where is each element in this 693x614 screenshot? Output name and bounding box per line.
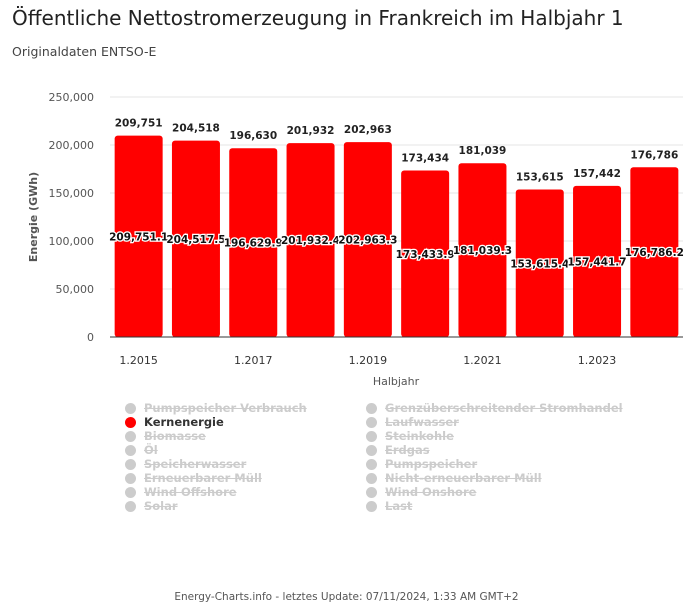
bar-inner-label: 201,932.4 — [281, 235, 340, 247]
chart-title: Öffentliche Nettostromerzeugung in Frank… — [12, 6, 624, 30]
x-tick-label: 1.2019 — [349, 354, 388, 367]
legend-label: Steinkohle — [385, 429, 454, 443]
bar — [458, 163, 507, 337]
legend-item[interactable]: Speicherwasser — [125, 457, 307, 471]
legend-label: Wind Offshore — [144, 485, 237, 499]
legend-item[interactable]: Biomasse — [125, 429, 307, 443]
bar — [630, 167, 679, 337]
legend-label: Nicht-erneuerbarer Müll — [385, 471, 542, 485]
legend-marker-icon — [366, 486, 377, 498]
legend-label: Last — [385, 499, 413, 513]
legend-item[interactable]: Laufwasser — [366, 415, 623, 429]
y-tick-label: 250,000 — [49, 91, 95, 104]
bar-top-label: 202,963 — [344, 124, 392, 136]
legend-item[interactable]: Kernenergie — [125, 415, 307, 429]
legend-item[interactable]: Wind Offshore — [125, 485, 307, 499]
legend-marker-icon — [366, 430, 377, 442]
legend-marker-icon — [125, 486, 136, 498]
legend-item[interactable]: Wind Onshore — [366, 485, 623, 499]
x-tick-label: 1.2015 — [119, 354, 158, 367]
legend-marker-icon — [366, 416, 377, 428]
x-tick-label: 1.2017 — [234, 354, 273, 367]
bar-inner-label: 181,039.3 — [453, 245, 512, 257]
legend-marker-icon — [366, 500, 377, 512]
legend-label: Speicherwasser — [144, 457, 247, 471]
bar-top-label: 201,932 — [287, 125, 335, 137]
legend-label: Wind Onshore — [385, 485, 477, 499]
y-tick-label: 0 — [87, 331, 94, 344]
bar-top-label: 209,751 — [115, 118, 163, 130]
legend-marker-icon — [125, 416, 136, 428]
bar-inner-label: 176,786.2 — [625, 247, 684, 259]
bar-inner-label: 204,517.5 — [166, 234, 225, 246]
bar-inner-label: 157,441.7 — [567, 256, 626, 268]
bar-inner-label: 196,629.9 — [224, 238, 283, 250]
legend-item[interactable]: Steinkohle — [366, 429, 623, 443]
bar — [515, 189, 564, 337]
bar-top-label: 173,434 — [401, 153, 449, 165]
legend-marker-icon — [125, 444, 136, 456]
y-tick-label: 100,000 — [49, 235, 95, 248]
bar — [573, 185, 622, 337]
legend-marker-icon — [125, 430, 136, 442]
legend-item[interactable]: Pumpspeicher — [366, 457, 623, 471]
legend-marker-icon — [366, 402, 377, 414]
legend-label: Kernenergie — [144, 415, 224, 429]
legend-item[interactable]: Nicht-erneuerbarer Müll — [366, 471, 623, 485]
x-axis-title: Halbjahr — [373, 375, 420, 388]
bar-top-label: 196,630 — [229, 130, 277, 142]
legend-item[interactable]: Solar — [125, 499, 307, 513]
y-tick-label: 150,000 — [49, 187, 95, 200]
legend-marker-icon — [125, 402, 136, 414]
legend-marker-icon — [125, 458, 136, 470]
bar-inner-label: 173,433.9 — [396, 249, 455, 261]
chart-subtitle: Originaldaten ENTSO-E — [12, 44, 157, 59]
legend-label: Erneuerbarer Müll — [144, 471, 262, 485]
bar-inner-label: 209,751.1 — [109, 231, 168, 243]
bar-top-label: 157,442 — [573, 168, 621, 180]
bar-top-label: 153,615 — [516, 172, 564, 184]
legend-marker-icon — [366, 472, 377, 484]
bar — [401, 170, 450, 337]
legend-marker-icon — [366, 458, 377, 470]
bar — [286, 143, 335, 337]
legend-label: Pumpspeicher Verbrauch — [144, 401, 307, 415]
legend-label: Pumpspeicher — [385, 457, 478, 471]
bar-top-label: 181,039 — [459, 145, 507, 157]
legend-item[interactable]: Last — [366, 499, 623, 513]
bar-inner-label: 153,615.4 — [510, 258, 569, 270]
x-tick-label: 1.2021 — [463, 354, 502, 367]
legend-item[interactable]: Grenzüberschreitender Stromhandel — [366, 401, 623, 415]
legend-item[interactable]: Erneuerbarer Müll — [125, 471, 307, 485]
bar-top-label: 204,518 — [172, 123, 220, 135]
bar — [343, 142, 392, 337]
legend-marker-icon — [366, 444, 377, 456]
bar — [171, 140, 220, 337]
x-tick-label: 1.2023 — [578, 354, 617, 367]
bar-chart: 0 50,000 100,000 150,000 200,000 250,000 209,7… — [27, 91, 685, 388]
bar-top-label: 176,786 — [630, 149, 678, 161]
legend-marker-icon — [125, 500, 136, 512]
legend-item[interactable]: Erdgas — [366, 443, 623, 457]
legend-item[interactable]: Pumpspeicher Verbrauch — [125, 401, 307, 415]
y-axis-title: Energie (GWh) — [27, 172, 40, 262]
legend-label: Laufwasser — [385, 415, 459, 429]
y-tick-label: 200,000 — [49, 139, 95, 152]
bar-inner-label: 202,963.3 — [338, 235, 397, 247]
bar — [229, 148, 278, 337]
legend-label: Grenzüberschreitender Stromhandel — [385, 401, 623, 415]
bar — [114, 135, 163, 337]
footer-credit: Energy-Charts.info - letztes Update: 07/… — [174, 591, 519, 603]
y-tick-label: 50,000 — [56, 283, 95, 296]
legend-label: Erdgas — [385, 443, 430, 457]
legend-label: Öl — [144, 443, 158, 457]
legend-right: Grenzüberschreitender Stromhandel Laufwas… — [366, 401, 623, 513]
legend-marker-icon — [125, 472, 136, 484]
legend-left: Pumpspeicher Verbrauch Kernenergie Biomass… — [125, 401, 307, 513]
legend-label: Solar — [144, 499, 178, 513]
legend-item[interactable]: Öl — [125, 443, 307, 457]
legend-label: Biomasse — [144, 429, 206, 443]
